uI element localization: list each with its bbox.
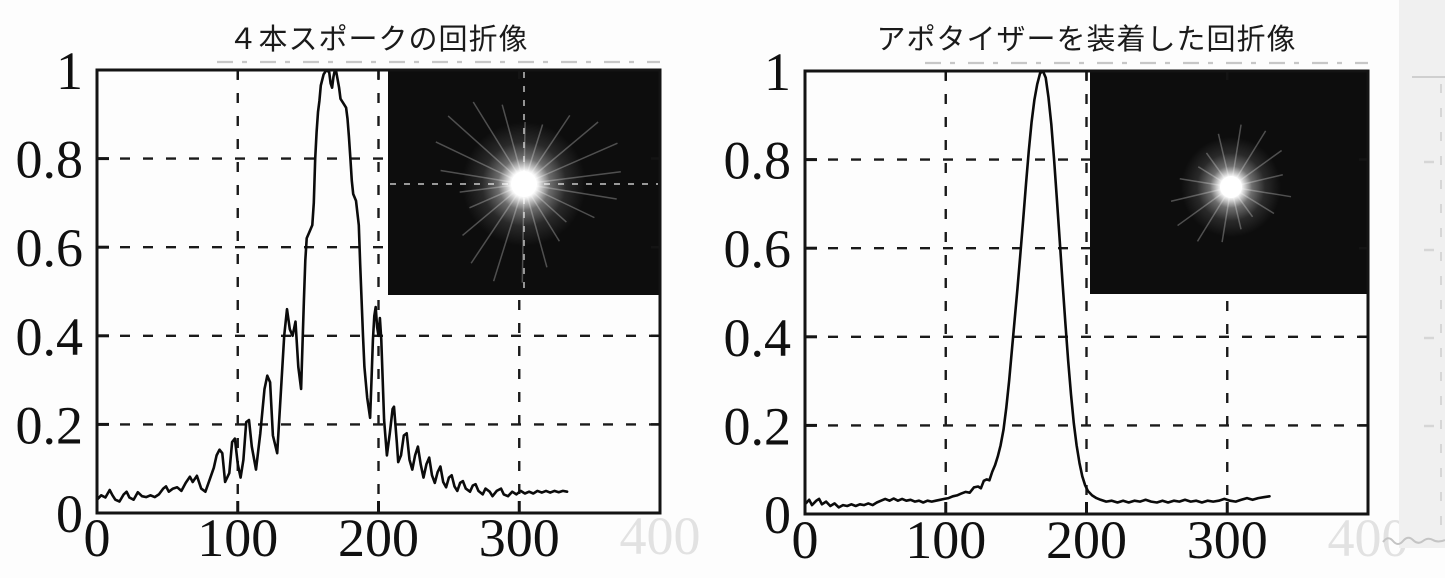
y-tick-label: 0.2 bbox=[16, 395, 84, 455]
starburst-core bbox=[511, 171, 537, 197]
intensity-curve bbox=[95, 68, 569, 503]
x-tick-label: 300 bbox=[479, 508, 560, 568]
ghost-x-tick-label: 400 bbox=[1328, 508, 1409, 568]
y-tick-label: 0 bbox=[56, 484, 83, 544]
x-tick-label: 200 bbox=[1046, 510, 1127, 570]
y-tick-label: 0.4 bbox=[16, 307, 84, 367]
ghost-x-tick-label: 400 bbox=[620, 506, 701, 566]
y-tick-label: 0.8 bbox=[16, 130, 84, 190]
y-tick-label: 0.2 bbox=[724, 396, 792, 456]
x-tick-label: 0 bbox=[84, 508, 111, 568]
page-edge-artifact bbox=[1399, 0, 1445, 548]
artifact-squiggle bbox=[1382, 536, 1445, 545]
x-tick-label: 100 bbox=[197, 508, 278, 568]
y-tick-label: 0 bbox=[764, 485, 791, 545]
y-tick-label: 1 bbox=[56, 41, 83, 101]
y-tick-label: 0.6 bbox=[16, 218, 84, 278]
x-tick-label: 100 bbox=[905, 510, 986, 570]
y-tick-label: 0.6 bbox=[724, 219, 792, 279]
intensity-curve bbox=[803, 69, 1271, 509]
x-tick-label: 300 bbox=[1187, 510, 1268, 570]
starburst-core bbox=[1220, 176, 1242, 198]
plot-title-right: アポタイザーを装着した回折像 bbox=[876, 22, 1297, 56]
plot-title-left: ４本スポークの回折像 bbox=[228, 22, 529, 56]
y-tick-label: 0.8 bbox=[724, 131, 792, 191]
y-tick-label: 1 bbox=[764, 42, 791, 102]
y-tick-label: 0.4 bbox=[724, 308, 792, 368]
x-tick-label: 0 bbox=[792, 510, 819, 570]
x-tick-label: 200 bbox=[338, 508, 419, 568]
